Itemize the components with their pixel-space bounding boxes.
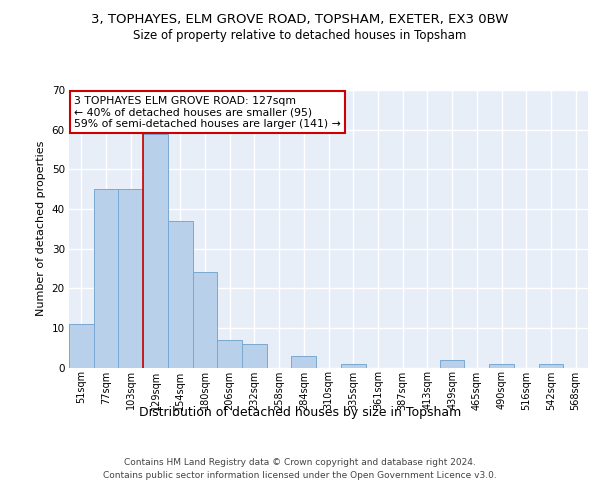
- Bar: [489, 364, 514, 368]
- Text: Contains HM Land Registry data © Crown copyright and database right 2024.: Contains HM Land Registry data © Crown c…: [124, 458, 476, 467]
- Bar: [440, 360, 464, 368]
- Bar: [168, 221, 193, 368]
- Y-axis label: Number of detached properties: Number of detached properties: [36, 141, 46, 316]
- Bar: [94, 189, 118, 368]
- Bar: [69, 324, 94, 368]
- Text: Contains public sector information licensed under the Open Government Licence v3: Contains public sector information licen…: [103, 472, 497, 480]
- Text: 3 TOPHAYES ELM GROVE ROAD: 127sqm
← 40% of detached houses are smaller (95)
59% : 3 TOPHAYES ELM GROVE ROAD: 127sqm ← 40% …: [74, 96, 341, 128]
- Bar: [143, 134, 168, 368]
- Bar: [242, 344, 267, 367]
- Bar: [193, 272, 217, 368]
- Text: Distribution of detached houses by size in Topsham: Distribution of detached houses by size …: [139, 406, 461, 419]
- Text: Size of property relative to detached houses in Topsham: Size of property relative to detached ho…: [133, 28, 467, 42]
- Bar: [341, 364, 365, 368]
- Text: 3, TOPHAYES, ELM GROVE ROAD, TOPSHAM, EXETER, EX3 0BW: 3, TOPHAYES, ELM GROVE ROAD, TOPSHAM, EX…: [91, 14, 509, 26]
- Bar: [539, 364, 563, 368]
- Bar: [292, 356, 316, 368]
- Bar: [118, 189, 143, 368]
- Bar: [217, 340, 242, 367]
